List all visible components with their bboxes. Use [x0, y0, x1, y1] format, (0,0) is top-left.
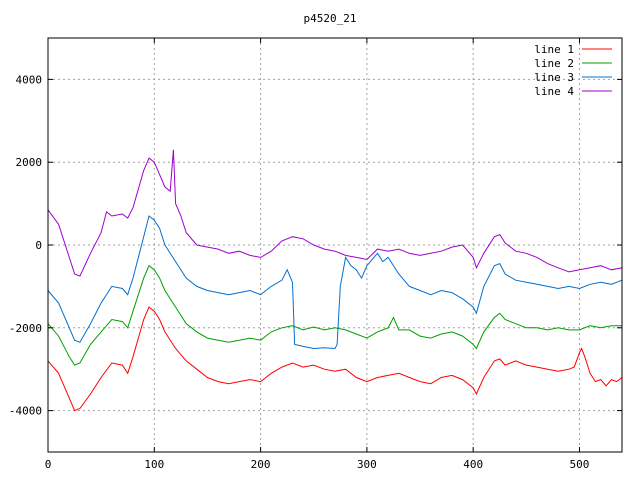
series-line-2	[47, 264, 622, 366]
y-tick-label: 2000	[16, 156, 43, 169]
y-tick-label: 0	[35, 239, 42, 252]
x-tick-label: 500	[570, 458, 590, 471]
legend-label-4: line 4	[534, 85, 574, 98]
y-tick-label: -4000	[9, 405, 42, 418]
x-tick-label: 0	[45, 458, 52, 471]
chart-title: p4520_21	[304, 12, 357, 25]
legend-label-1: line 1	[534, 43, 574, 56]
y-tick-label: -2000	[9, 322, 42, 335]
series-line-3	[47, 215, 623, 350]
x-tick-label: 300	[357, 458, 377, 471]
x-tick-label: 200	[251, 458, 271, 471]
legend-label-3: line 3	[534, 71, 574, 84]
legend-label-2: line 2	[534, 57, 574, 70]
x-tick-label: 400	[463, 458, 483, 471]
y-tick-label: 4000	[16, 73, 43, 86]
series-layer	[47, 149, 623, 412]
series-line-1	[47, 306, 623, 412]
series-line-4	[47, 149, 623, 277]
grid	[48, 38, 622, 452]
x-tick-label: 100	[144, 458, 164, 471]
axis-ticks: 0 100 200 300 400 500 -4000 -2000 0 2000 4000	[9, 38, 622, 471]
